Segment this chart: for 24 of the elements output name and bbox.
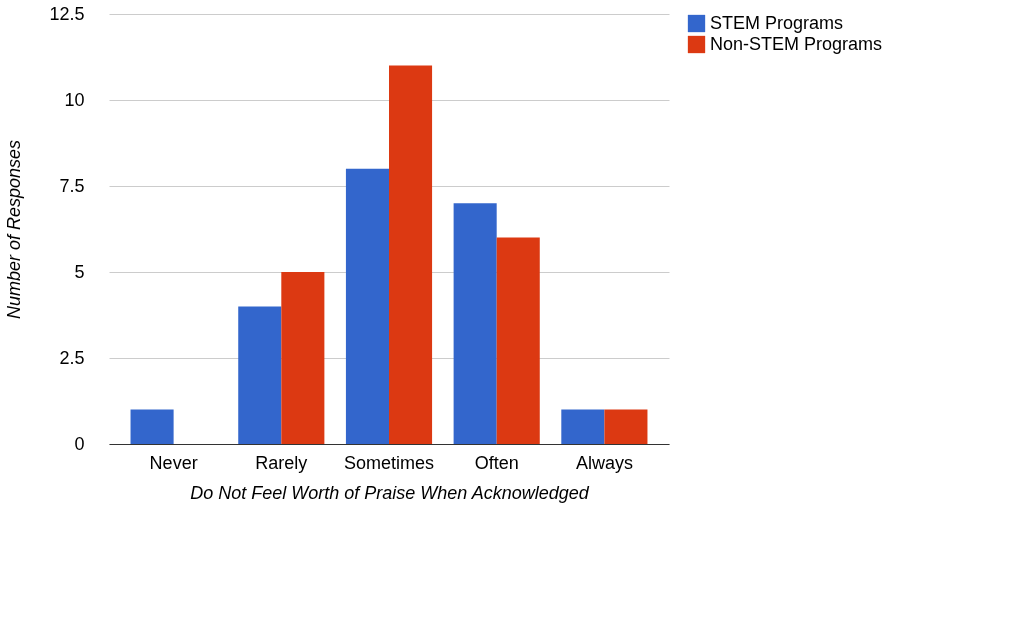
x-tick-label: Always: [575, 452, 633, 473]
y-tick-label: 7.5: [59, 175, 85, 196]
bar: [389, 65, 433, 444]
legend-label: STEM Programs: [710, 12, 844, 33]
x-tick-label: Often: [474, 452, 519, 473]
legend-label: Non-STEM Programs: [710, 33, 883, 54]
y-tick-label: 12.5: [49, 3, 85, 24]
y-tick-label: 2.5: [59, 347, 85, 368]
x-tick-label: Never: [149, 452, 198, 473]
bar: [453, 203, 497, 444]
bar: [238, 306, 282, 444]
bar: [345, 168, 389, 444]
bar: [604, 409, 648, 444]
x-axis-title: Do Not Feel Worth of Praise When Acknowledged: [190, 482, 590, 503]
y-tick-label: 5: [74, 261, 85, 282]
bar: [281, 272, 325, 444]
y-axis-title: Number of Responses: [4, 139, 25, 320]
y-tick-label: 0: [74, 433, 85, 454]
y-tick-label: 10: [64, 89, 85, 110]
bar: [561, 409, 605, 444]
bar: [130, 409, 174, 444]
x-tick-label: Sometimes: [343, 452, 435, 473]
bar: [496, 237, 540, 444]
x-tick-label: Rarely: [255, 452, 308, 473]
